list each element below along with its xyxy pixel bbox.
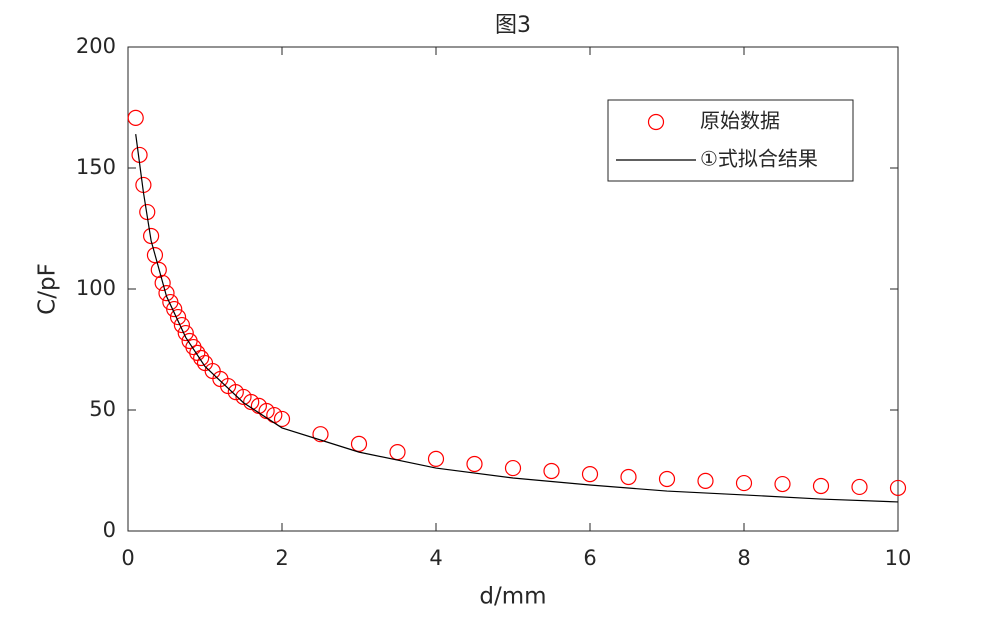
data-point xyxy=(851,478,868,496)
legend-label: 原始数据 xyxy=(700,109,780,133)
data-point xyxy=(543,462,560,480)
data-point xyxy=(312,426,329,443)
data-point xyxy=(227,383,244,401)
data-point xyxy=(173,316,190,334)
data-point xyxy=(889,479,907,497)
data-point xyxy=(177,324,194,342)
legend-box xyxy=(607,99,854,182)
data-point xyxy=(189,344,206,361)
legend-label: ①式拟合结果 xyxy=(700,147,818,171)
y-axis-label: C/pF xyxy=(35,263,61,315)
data-point xyxy=(154,274,171,292)
data-point xyxy=(774,475,791,493)
data-point xyxy=(812,477,830,495)
chart-title: 图3 xyxy=(495,13,531,38)
y-tick-label: 50 xyxy=(89,397,116,421)
data-point xyxy=(620,468,637,486)
data-point xyxy=(273,410,291,428)
x-tick-label: 10 xyxy=(885,546,912,570)
y-tick-label: 0 xyxy=(103,518,116,542)
data-point xyxy=(581,466,599,483)
x-tick-label: 6 xyxy=(583,546,596,570)
data-point xyxy=(243,393,260,411)
data-point xyxy=(193,349,210,367)
data-point xyxy=(158,285,175,302)
x-axis-label: d/mm xyxy=(479,584,546,610)
data-point xyxy=(169,308,187,326)
data-point xyxy=(658,470,676,488)
x-tick-label: 4 xyxy=(429,546,442,570)
fit-line xyxy=(135,134,899,503)
data-point xyxy=(504,459,522,477)
data-point xyxy=(143,227,160,245)
x-tick-label: 0 xyxy=(121,546,134,570)
data-point xyxy=(185,338,202,356)
data-point xyxy=(697,472,714,490)
y-tick-label: 100 xyxy=(76,276,116,300)
data-point xyxy=(150,261,167,278)
x-tick-label: 2 xyxy=(275,546,288,570)
data-point xyxy=(146,247,164,264)
data-point xyxy=(350,435,368,452)
x-tick-label: 8 xyxy=(737,546,750,570)
data-point xyxy=(127,109,144,127)
legend-marker xyxy=(647,113,665,131)
data-point xyxy=(466,455,483,473)
y-tick-label: 200 xyxy=(76,34,116,58)
data-point xyxy=(427,450,445,467)
data-point xyxy=(735,474,753,492)
data-point xyxy=(166,300,183,318)
y-tick-label: 150 xyxy=(76,155,116,179)
